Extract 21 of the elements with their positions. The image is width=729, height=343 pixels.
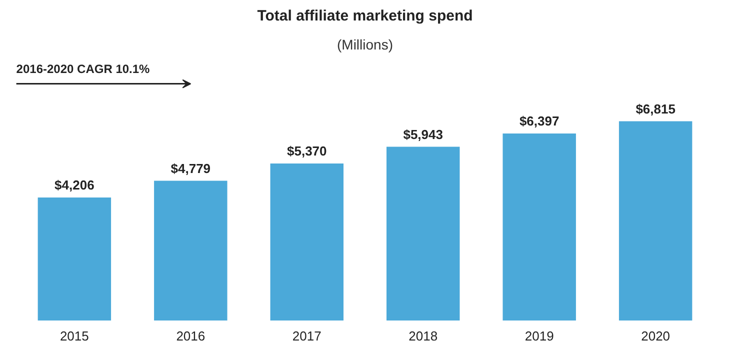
x-tick-label: 2017: [292, 328, 322, 343]
data-label: $4,779: [170, 160, 211, 176]
bar: [270, 164, 344, 320]
data-label: $5,370: [287, 144, 327, 159]
x-tick-label: 2018: [408, 328, 438, 343]
data-label: $5,943: [403, 126, 443, 142]
bar: [386, 146, 460, 320]
bar: [38, 198, 112, 320]
text: 2016-2020 CAGR 10.1%: [16, 62, 150, 76]
bar: [618, 121, 692, 320]
data-label: $4,206: [54, 178, 94, 193]
chart-subtitle: (Millions): [337, 36, 393, 52]
x-tick-label: 2015: [60, 328, 89, 343]
chart-title: Total affiliate marketing spend: [257, 8, 473, 24]
bar: [502, 133, 576, 320]
x-tick-label: 2016: [176, 328, 206, 343]
x-tick-label: 2019: [524, 328, 554, 343]
data-label: $6,397: [519, 113, 560, 128]
x-tick-label: 2020: [641, 328, 670, 343]
bar: [154, 180, 228, 320]
data-label: $6,815: [636, 101, 676, 116]
